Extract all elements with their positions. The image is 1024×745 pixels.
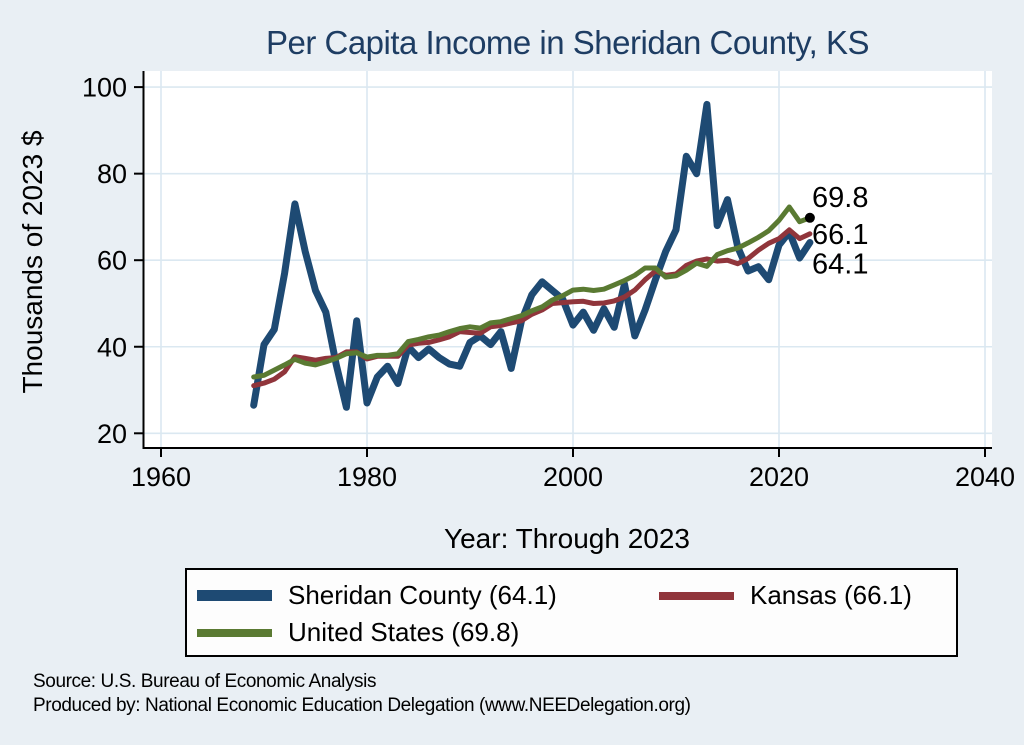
legend-swatch-united-states xyxy=(197,628,272,637)
y-tick-label: 80 xyxy=(97,159,127,189)
end-label-kansas: 66.1 xyxy=(812,219,868,251)
source-line: Source: U.S. Bureau of Economic Analysis xyxy=(33,671,377,692)
x-tick-label: 2040 xyxy=(955,462,1015,492)
y-tick-label: 60 xyxy=(97,246,127,276)
legend-item-kansas: Kansas (66.1) xyxy=(659,580,956,611)
y-axis-title: Thousands of 2023 $ xyxy=(17,130,48,394)
y-tick-label: 40 xyxy=(97,332,127,362)
data-series xyxy=(250,100,814,411)
source-note: Source: U.S. Bureau of Economic Analysis… xyxy=(33,670,691,717)
end-label-united-states: 69.8 xyxy=(812,182,868,214)
end-label-sheridan-county: 64.1 xyxy=(812,248,868,280)
series-line-united-states xyxy=(251,204,813,380)
x-tick-label: 2000 xyxy=(543,462,603,492)
legend-swatch-kansas xyxy=(659,591,734,600)
series-line-sheridan-county xyxy=(250,100,814,411)
legend-item-sheridan-county: Sheridan County (64.1) xyxy=(197,580,659,611)
x-tick-label: 1960 xyxy=(131,462,191,492)
legend-label-sheridan-county: Sheridan County (64.1) xyxy=(288,580,557,610)
y-tick-label: 20 xyxy=(97,419,127,449)
legend-item-united-states: United States (69.8) xyxy=(197,617,659,648)
x-axis-title: Year: Through 2023 xyxy=(444,523,690,554)
x-tick-label: 2020 xyxy=(749,462,809,492)
x-tick-label: 1980 xyxy=(337,462,397,492)
chart-title: Per Capita Income in Sheridan County, KS xyxy=(265,24,870,61)
produced-by-line: Produced by: National Economic Education… xyxy=(33,694,691,716)
legend-label-united-states: United States (69.8) xyxy=(288,617,520,647)
legend-label-kansas: Kansas (66.1) xyxy=(750,580,912,610)
tick-marks xyxy=(134,86,986,457)
y-tick-label: 100 xyxy=(82,73,127,103)
legend: Sheridan County (64.1) Kansas (66.1) Uni… xyxy=(185,568,958,657)
series-end-labels: 64.166.1 69.8 xyxy=(804,182,868,280)
series-end-dot xyxy=(804,212,815,223)
legend-swatch-sheridan-county xyxy=(197,590,272,601)
